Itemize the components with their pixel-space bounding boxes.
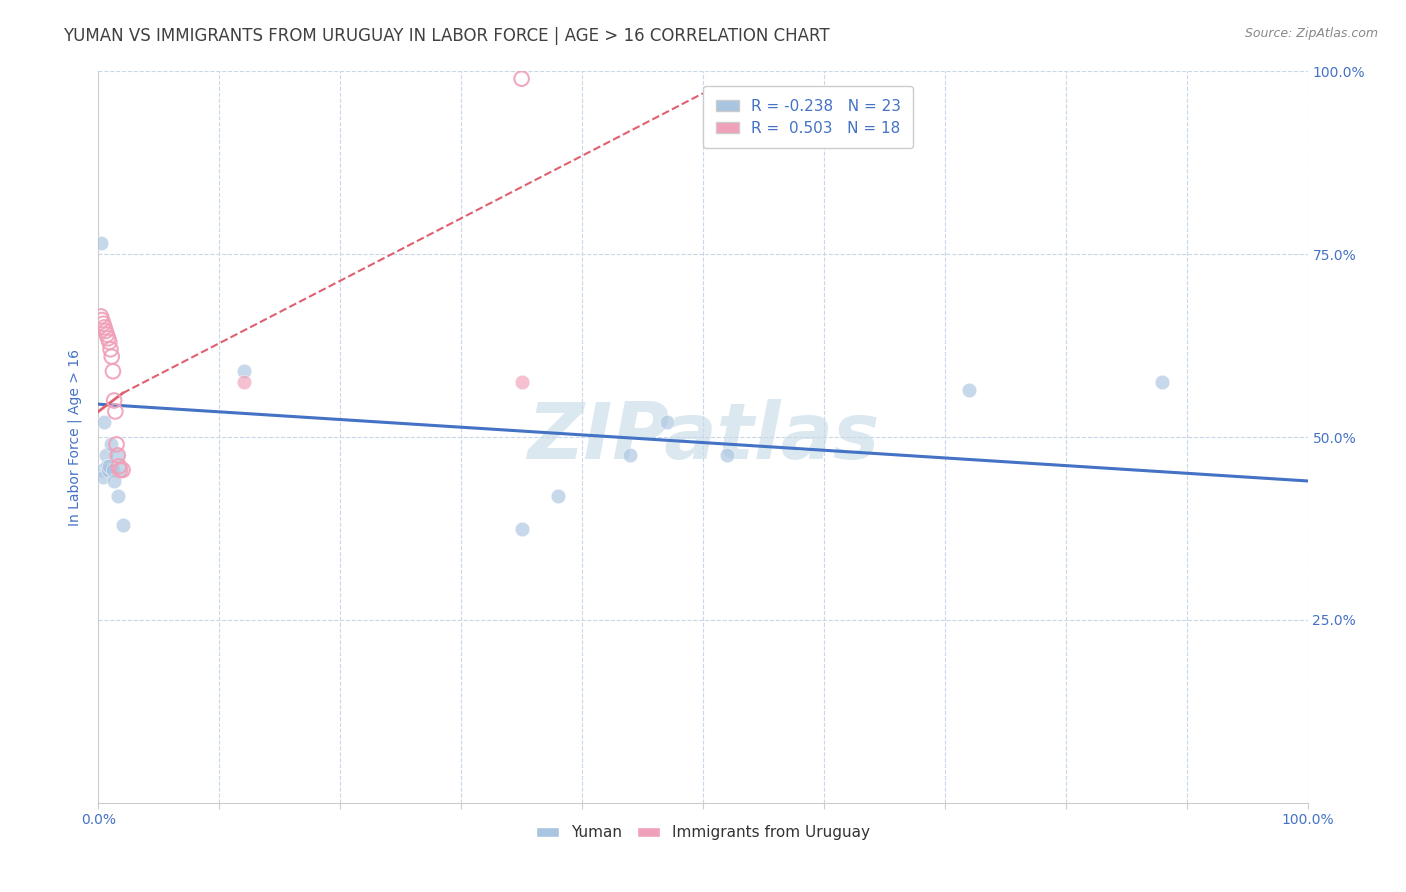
Point bbox=[232, 364, 254, 378]
Point bbox=[111, 517, 134, 532]
Point bbox=[101, 463, 124, 477]
Point bbox=[108, 463, 131, 477]
Point bbox=[93, 320, 115, 334]
Point bbox=[97, 331, 120, 345]
Point bbox=[96, 459, 118, 474]
Point bbox=[547, 489, 569, 503]
Point bbox=[107, 489, 129, 503]
Point bbox=[107, 448, 129, 462]
Point bbox=[655, 416, 678, 430]
Point bbox=[94, 324, 117, 338]
Point bbox=[111, 463, 134, 477]
Point bbox=[510, 376, 533, 390]
Point bbox=[100, 343, 122, 357]
Point bbox=[93, 416, 115, 430]
Text: YUMAN VS IMMIGRANTS FROM URUGUAY IN LABOR FORCE | AGE > 16 CORRELATION CHART: YUMAN VS IMMIGRANTS FROM URUGUAY IN LABO… bbox=[63, 27, 830, 45]
Point bbox=[103, 474, 125, 488]
Point bbox=[91, 313, 114, 327]
Text: ZIPatlas: ZIPatlas bbox=[527, 399, 879, 475]
Point bbox=[1152, 376, 1174, 390]
Point bbox=[96, 327, 118, 342]
Point bbox=[510, 71, 533, 86]
Point bbox=[94, 448, 117, 462]
Point bbox=[97, 463, 120, 477]
Point bbox=[103, 393, 125, 408]
Y-axis label: In Labor Force | Age > 16: In Labor Force | Age > 16 bbox=[67, 349, 83, 525]
Point bbox=[105, 448, 128, 462]
Point bbox=[91, 317, 114, 331]
Point bbox=[91, 463, 114, 477]
Point bbox=[101, 364, 124, 378]
Point bbox=[619, 448, 641, 462]
Point bbox=[108, 459, 131, 474]
Text: Source: ZipAtlas.com: Source: ZipAtlas.com bbox=[1244, 27, 1378, 40]
Point bbox=[98, 459, 121, 474]
Point bbox=[100, 437, 122, 451]
Point bbox=[716, 448, 738, 462]
Point bbox=[90, 310, 112, 324]
Point bbox=[108, 463, 131, 477]
Legend: Yuman, Immigrants from Uruguay: Yuman, Immigrants from Uruguay bbox=[530, 819, 876, 847]
Point bbox=[90, 236, 112, 251]
Point bbox=[957, 383, 980, 397]
Point bbox=[98, 334, 121, 349]
Point bbox=[104, 404, 127, 418]
Point bbox=[105, 437, 128, 451]
Point bbox=[510, 521, 533, 535]
Point bbox=[232, 376, 254, 390]
Point bbox=[100, 350, 122, 364]
Point bbox=[91, 470, 114, 484]
